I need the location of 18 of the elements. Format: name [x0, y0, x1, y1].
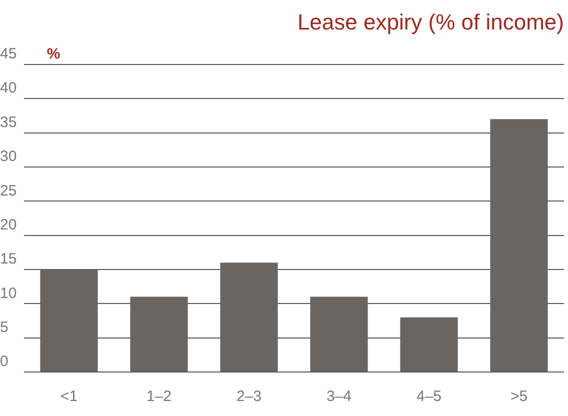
y-axis-title: %	[46, 46, 60, 63]
y-tick-label: 30	[0, 148, 17, 166]
y-tick-label: 10	[0, 284, 17, 302]
y-tick-label: 20	[0, 216, 17, 234]
y-tick-label: 40	[0, 80, 17, 97]
y-tick-label: 0	[0, 353, 8, 370]
chart-title: Lease expiry (% of income)	[297, 9, 564, 34]
y-tick-label: 25	[0, 182, 17, 200]
x-tick-label: >5	[510, 388, 528, 406]
y-tick-label: 5	[0, 318, 8, 336]
y-tick-label: 15	[0, 250, 17, 268]
x-tick-label: 2–3	[236, 388, 262, 406]
y-tick-label: 45	[0, 46, 17, 63]
x-tick-label: 3–4	[326, 388, 352, 406]
y-tick-label: 35	[0, 114, 17, 131]
x-tick-label: <1	[60, 388, 78, 406]
x-tick-label: 4–5	[416, 388, 442, 406]
x-tick-label: 1–2	[146, 388, 172, 406]
